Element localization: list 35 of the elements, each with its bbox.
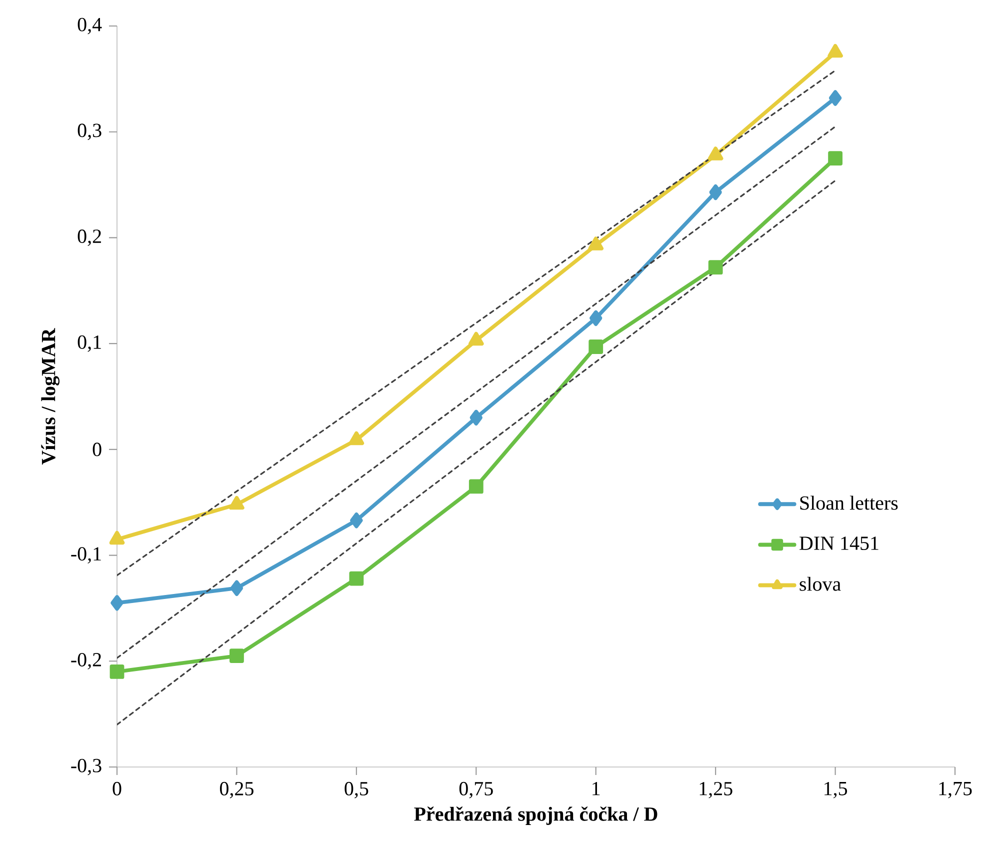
- point: [350, 512, 363, 528]
- point: [110, 595, 124, 611]
- x-tick-label: 0: [112, 782, 122, 796]
- legend-label: DIN 1451: [800, 536, 878, 550]
- x-tick-label: 1,5: [824, 782, 848, 798]
- x-tick-label: 1,25: [700, 782, 732, 798]
- point: [708, 260, 723, 275]
- x-tick-label: 0,5: [344, 782, 368, 798]
- point: [349, 571, 364, 586]
- y-tick-label: -0,3: [71, 758, 102, 776]
- point: [828, 151, 842, 166]
- legend-label: slova: [800, 576, 841, 591]
- point: [588, 340, 604, 354]
- y-tick-label: -0,2: [71, 652, 101, 670]
- point: [468, 479, 484, 494]
- y-tick-label: -0,1: [71, 547, 101, 564]
- y-tick-label: 0: [92, 442, 102, 456]
- point: [110, 664, 124, 679]
- x-axis-title: Předřazená spojná čočka / D: [414, 806, 658, 825]
- point: [230, 580, 244, 596]
- y-tick-label: 0,3: [78, 124, 102, 140]
- point: [709, 184, 722, 200]
- x-tick-label: 0,25: [220, 782, 254, 798]
- point: [230, 648, 244, 664]
- point: [470, 410, 483, 426]
- y-tick-label: 0,1: [78, 335, 101, 352]
- y-axis-title: Vízus / logMAR: [41, 328, 60, 465]
- point: [828, 90, 842, 106]
- point: [589, 310, 602, 326]
- y-tick-label: 0,2: [78, 230, 101, 246]
- legend-label: Sloan letters: [800, 496, 898, 510]
- y-tick-label: 0,4: [78, 18, 102, 34]
- x-tick-label: 1: [592, 782, 600, 796]
- x-tick-label: 1,75: [939, 782, 972, 798]
- x-tick-label: 0,75: [459, 782, 493, 798]
